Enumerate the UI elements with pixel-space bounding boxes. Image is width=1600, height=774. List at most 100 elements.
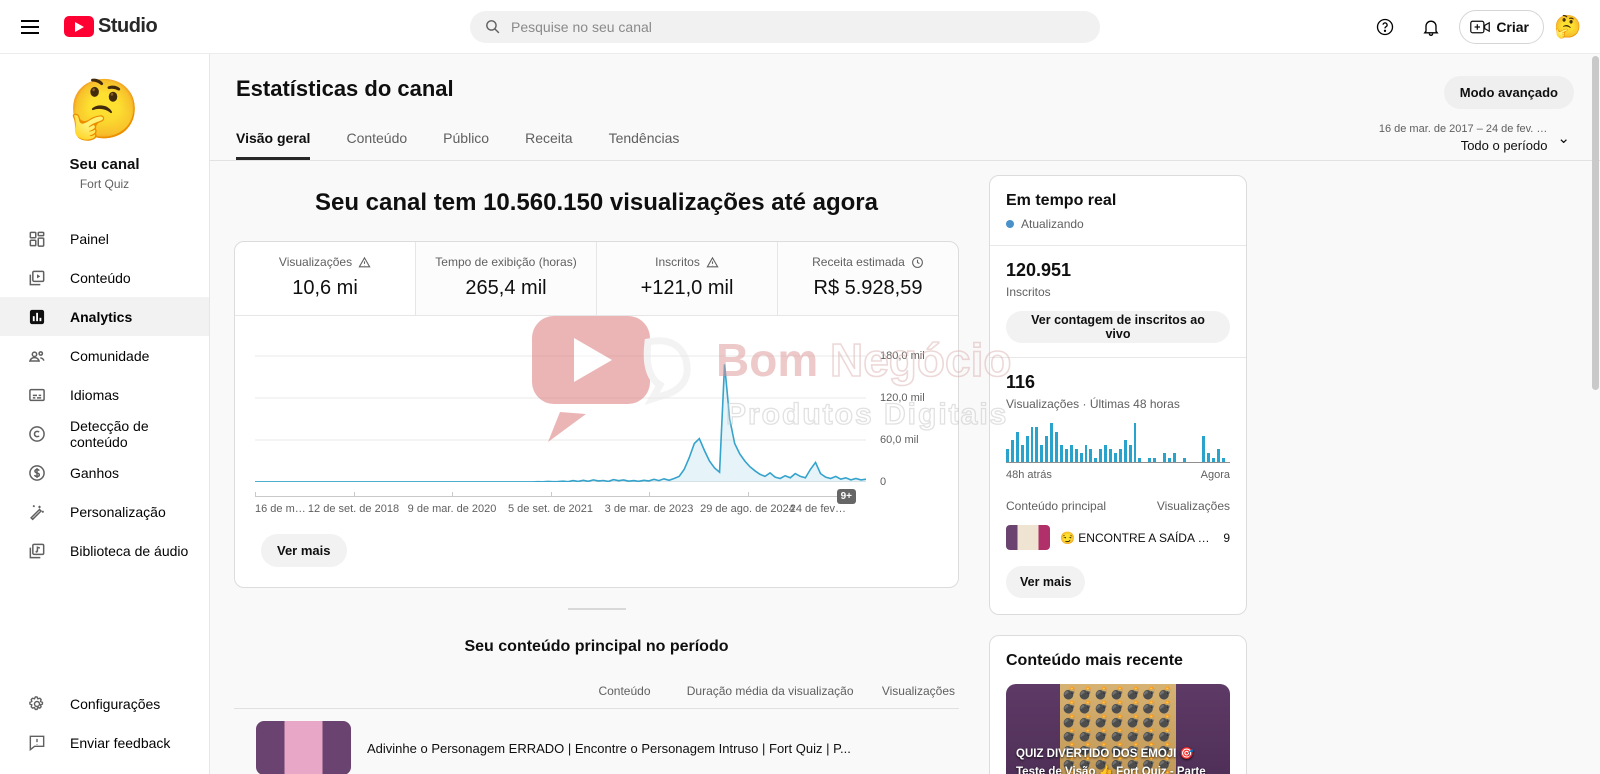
realtime-status: Atualizando	[1021, 217, 1084, 231]
date-period-text: Todo o período	[1460, 138, 1548, 153]
chart-overflow-badge[interactable]: 9+	[836, 489, 856, 504]
sidebar-item-label: Analytics	[70, 308, 133, 325]
sidebar-item-label: Comunidade	[70, 347, 150, 364]
stat-tab-tempo-de-exibicao[interactable]: Tempo de exibição (horas) 265,4 mil	[416, 242, 597, 315]
overview-chart-card: Visualizações 10,6 mi Tempo de exibição …	[234, 241, 959, 588]
x-axis-labels: 16 de m… 12 de set. de 2018 9 de mar. de 2…	[255, 503, 846, 515]
feedback-icon	[26, 732, 48, 754]
sidebar-item-personalizacao[interactable]: Personalização	[0, 492, 209, 531]
stat-value: R$ 5.928,59	[813, 277, 923, 299]
realtime-top-video-row[interactable]: 😏 ENCONTRE A SAÍDA DO L... 9	[1006, 525, 1230, 550]
channel-avatar[interactable]: 🤔	[68, 77, 141, 142]
sidebar-item-deteccao-de-conteudo[interactable]: Detecção de conteúdo	[0, 414, 209, 453]
community-icon	[26, 345, 48, 367]
views-headline: Seu canal tem 10.560.150 visualizações a…	[315, 189, 878, 216]
tab-visao-geral[interactable]: Visão geral	[236, 130, 311, 160]
chevron-down-icon: ⌄	[1557, 130, 1570, 147]
help-button[interactable]	[1367, 9, 1403, 45]
sidebar-item-configuracoes[interactable]: Configurações	[0, 684, 209, 723]
sidebar-item-label: Personalização	[70, 503, 166, 520]
sidebar-item-conteudo[interactable]: Conteúdo	[0, 258, 209, 297]
line-chart-svg	[255, 342, 866, 482]
subtitles-icon	[26, 384, 48, 406]
realtime-views-count: 116	[1006, 372, 1036, 392]
see-more-button[interactable]: Ver mais	[261, 534, 347, 567]
menu-icon[interactable]	[10, 7, 50, 47]
warning-icon	[358, 256, 371, 267]
stat-value: 10,6 mi	[292, 277, 358, 299]
gear-icon	[26, 693, 48, 715]
create-video-icon	[1470, 20, 1491, 33]
channel-name: Seu canal	[69, 156, 140, 173]
stat-label: Receita estimada	[812, 255, 905, 269]
notifications-button[interactable]	[1413, 9, 1449, 45]
y-axis-labels: 180,0 mil 120,0 mil 60,0 mil 0	[880, 350, 925, 488]
scrollbar-thumb[interactable]	[1592, 56, 1599, 390]
channel-profile: 🤔 Seu canal Fort Quiz	[0, 54, 209, 207]
sidebar-item-analytics[interactable]: Analytics	[0, 297, 209, 336]
column-header-duracao: Duração média da visualização	[654, 678, 858, 709]
tab-receita[interactable]: Receita	[525, 130, 573, 146]
video-title: Adivinhe o Personagem ERRADO | Encontre …	[367, 740, 851, 756]
sidebar-item-idiomas[interactable]: Idiomas	[0, 375, 209, 414]
create-button-label: Criar	[1496, 18, 1529, 35]
realtime-list-header-left: Conteúdo principal	[1006, 499, 1107, 513]
section-divider	[567, 608, 626, 610]
warning-icon	[706, 256, 719, 267]
sidebar-item-label: Enviar feedback	[70, 734, 171, 751]
views-line-chart: 9+ 180,0 mil 120,0 mil 60,0 mil 0 16 de m… 1…	[235, 316, 958, 518]
stat-label: Visualizações	[278, 255, 353, 269]
stat-tab-inscritos[interactable]: Inscritos +121,0 mil	[597, 242, 778, 315]
sidebar-item-biblioteca-de-audio[interactable]: Biblioteca de áudio	[0, 531, 209, 570]
search-input[interactable]	[511, 18, 1086, 35]
sidebar-item-enviar-feedback[interactable]: Enviar feedback	[0, 723, 209, 762]
column-header-conteudo: Conteúdo	[234, 678, 655, 709]
realtime-list-header-right: Visualizações	[1156, 499, 1230, 513]
analytics-icon	[26, 306, 48, 328]
live-dot-icon	[1006, 220, 1014, 228]
help-icon	[1377, 18, 1394, 35]
tab-conteudo[interactable]: Conteúdo	[346, 130, 408, 146]
latest-content-card: Conteúdo mais recente 💣💣💣💣💣💣💣 💣💣💣💣💣💣💣 💣💣…	[989, 635, 1247, 774]
video-thumbnail	[256, 721, 351, 774]
tab-tendencias[interactable]: Tendências	[608, 130, 680, 146]
date-range-selector[interactable]: 16 de mar. de 2017 – 24 de fev. … Todo o…	[1379, 123, 1570, 153]
realtime-card: Em tempo real Atualizando 120.951 Inscri…	[989, 175, 1247, 615]
stat-tab-visualizacoes[interactable]: Visualizações 10,6 mi	[235, 242, 416, 315]
tab-publico[interactable]: Público	[443, 130, 490, 146]
realtime-bar-chart	[1006, 423, 1230, 463]
sidebar-item-label: Detecção de conteúdo	[70, 417, 149, 450]
account-avatar[interactable]: 🤔	[1554, 12, 1582, 41]
table-row[interactable]: Adivinhe o Personagem ERRADO | Encontre …	[234, 709, 959, 774]
realtime-see-more-button[interactable]: Ver mais	[1006, 566, 1086, 598]
realtime-title: Em tempo real	[1006, 192, 1117, 209]
live-subscriber-count-button[interactable]: Ver contagem de inscritos ao vivo	[1006, 311, 1230, 343]
audio-library-icon	[26, 540, 48, 562]
video-thumbnail	[1006, 525, 1050, 550]
channel-handle: Fort Quiz	[79, 177, 130, 191]
youtube-studio-logo[interactable]: Studio	[64, 15, 158, 38]
subscriber-count: 120.951	[1006, 260, 1072, 280]
sidebar-item-painel[interactable]: Painel	[0, 219, 209, 258]
content-icon	[26, 267, 48, 289]
youtube-play-icon	[64, 16, 94, 37]
create-button[interactable]: Criar	[1459, 9, 1544, 44]
video-views: 9	[1223, 530, 1230, 545]
advanced-mode-button[interactable]: Modo avançado	[1443, 76, 1574, 109]
sidebar: 🤔 Seu canal Fort Quiz Painel Conteúdo An…	[0, 54, 210, 774]
sidebar-item-label: Conteúdo	[70, 269, 131, 286]
sidebar-item-ganhos[interactable]: Ganhos	[0, 453, 209, 492]
stat-label: Inscritos	[655, 255, 700, 269]
column-header-visualizacoes[interactable]: Visualizações	[857, 678, 959, 709]
sidebar-item-label: Ganhos	[70, 464, 120, 481]
top-content-table: Conteúdo Duração média da visualização V…	[234, 678, 959, 709]
latest-video-thumbnail[interactable]: 💣💣💣💣💣💣💣 💣💣💣💣💣💣💣 💣💣💣💣💣💣💣 💣💣💣💣💣💣💣 💣💣💣💣💣💣💣 …	[1006, 684, 1230, 774]
search-bar[interactable]	[470, 10, 1100, 43]
bomb-pattern: 💣💣💣💣💣💣💣 💣💣💣💣💣💣💣 💣💣💣💣💣💣💣 💣💣💣💣💣💣💣 💣💣💣💣💣💣💣 …	[1059, 684, 1177, 774]
video-title: 😏 ENCONTRE A SAÍDA DO L...	[1060, 530, 1213, 545]
dashboard-icon	[26, 228, 48, 250]
page-title: Estatísticas do canal	[236, 76, 454, 101]
sidebar-item-comunidade[interactable]: Comunidade	[0, 336, 209, 375]
customization-icon	[26, 501, 48, 523]
stat-tab-receita-estimada[interactable]: Receita estimada R$ 5.928,59	[778, 242, 958, 315]
